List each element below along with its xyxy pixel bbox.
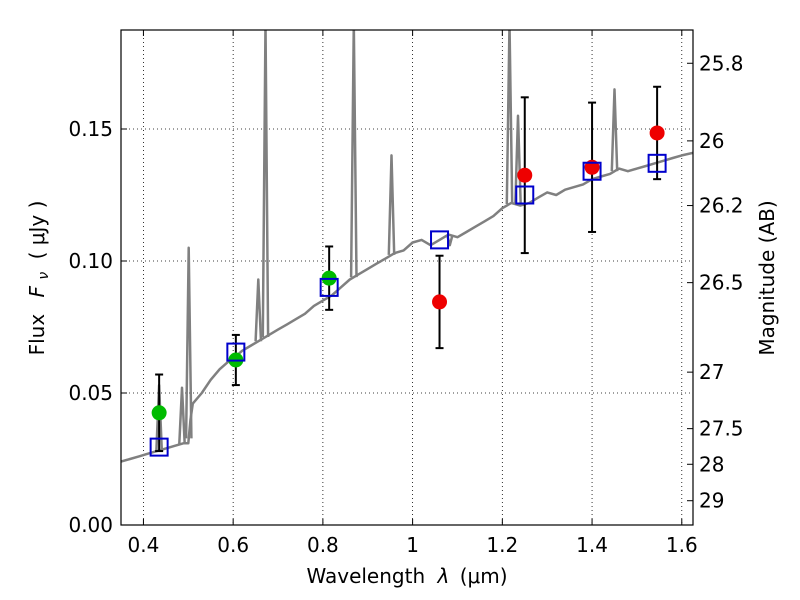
series-layer <box>121 30 693 463</box>
y2-tick-label: 26.2 <box>699 194 744 218</box>
sed-emission-line <box>178 386 186 444</box>
y2-tick-label: 27 <box>699 360 724 384</box>
nir-data-point <box>517 167 533 183</box>
y2-tick-label: 29 <box>699 489 724 513</box>
y-tick-label: 0.05 <box>68 381 113 405</box>
y-axis-label: Flux F ν ( μJy ) <box>25 201 53 356</box>
sed-emission-line <box>349 30 358 278</box>
y-tick-label: 0.10 <box>68 249 113 273</box>
sed-continuum-line <box>121 151 693 463</box>
axes-layer: 0.4 0.6 0.8 1 1.2 1.4 1.6 0.00 0.05 0.10 0.15 25.8 2… <box>68 30 744 557</box>
sed-emission-line <box>184 246 193 439</box>
optical-data-point <box>151 405 167 421</box>
model-square-marker <box>226 342 246 362</box>
nir-data-point <box>649 125 665 141</box>
x-tick-label: 1.2 <box>486 533 518 557</box>
model-square-marker <box>647 153 667 173</box>
model-square-marker <box>149 437 169 457</box>
sed-emission-line <box>610 88 619 172</box>
y2-tick-label: 26 <box>699 129 724 153</box>
sed-emission-line <box>505 30 514 205</box>
x-tick-label: 0.8 <box>307 533 339 557</box>
nir-data-point <box>432 294 448 310</box>
model-square-marker <box>319 277 339 297</box>
x-tick-label: 0.6 <box>217 533 249 557</box>
x-tick-label: 1.4 <box>576 533 608 557</box>
model-square-marker <box>430 230 450 250</box>
y-tick-label: 0.15 <box>68 117 113 141</box>
x-tick-label: 0.4 <box>128 533 160 557</box>
y2-tick-label: 27.5 <box>699 417 744 441</box>
y2-tick-label: 26.5 <box>699 271 744 295</box>
y2-axis-label: Magnitude (AB) <box>755 200 779 355</box>
sed-emission-line <box>261 30 270 338</box>
sed-emission-line <box>387 154 396 255</box>
y2-tick-label: 25.8 <box>699 51 744 75</box>
model-square-marker <box>515 185 535 205</box>
y-tick-label: 0.00 <box>68 513 113 537</box>
sed-emission-line <box>254 278 263 342</box>
grid-layer <box>121 30 693 526</box>
x-axis-label: Wavelength λ (μm) <box>306 564 507 588</box>
y2-tick-label: 28 <box>699 452 724 476</box>
x-tick-label: 1.6 <box>666 533 698 557</box>
model-square-marker <box>582 161 602 181</box>
x-tick-label: 1 <box>406 533 419 557</box>
plot-frame <box>120 29 694 526</box>
